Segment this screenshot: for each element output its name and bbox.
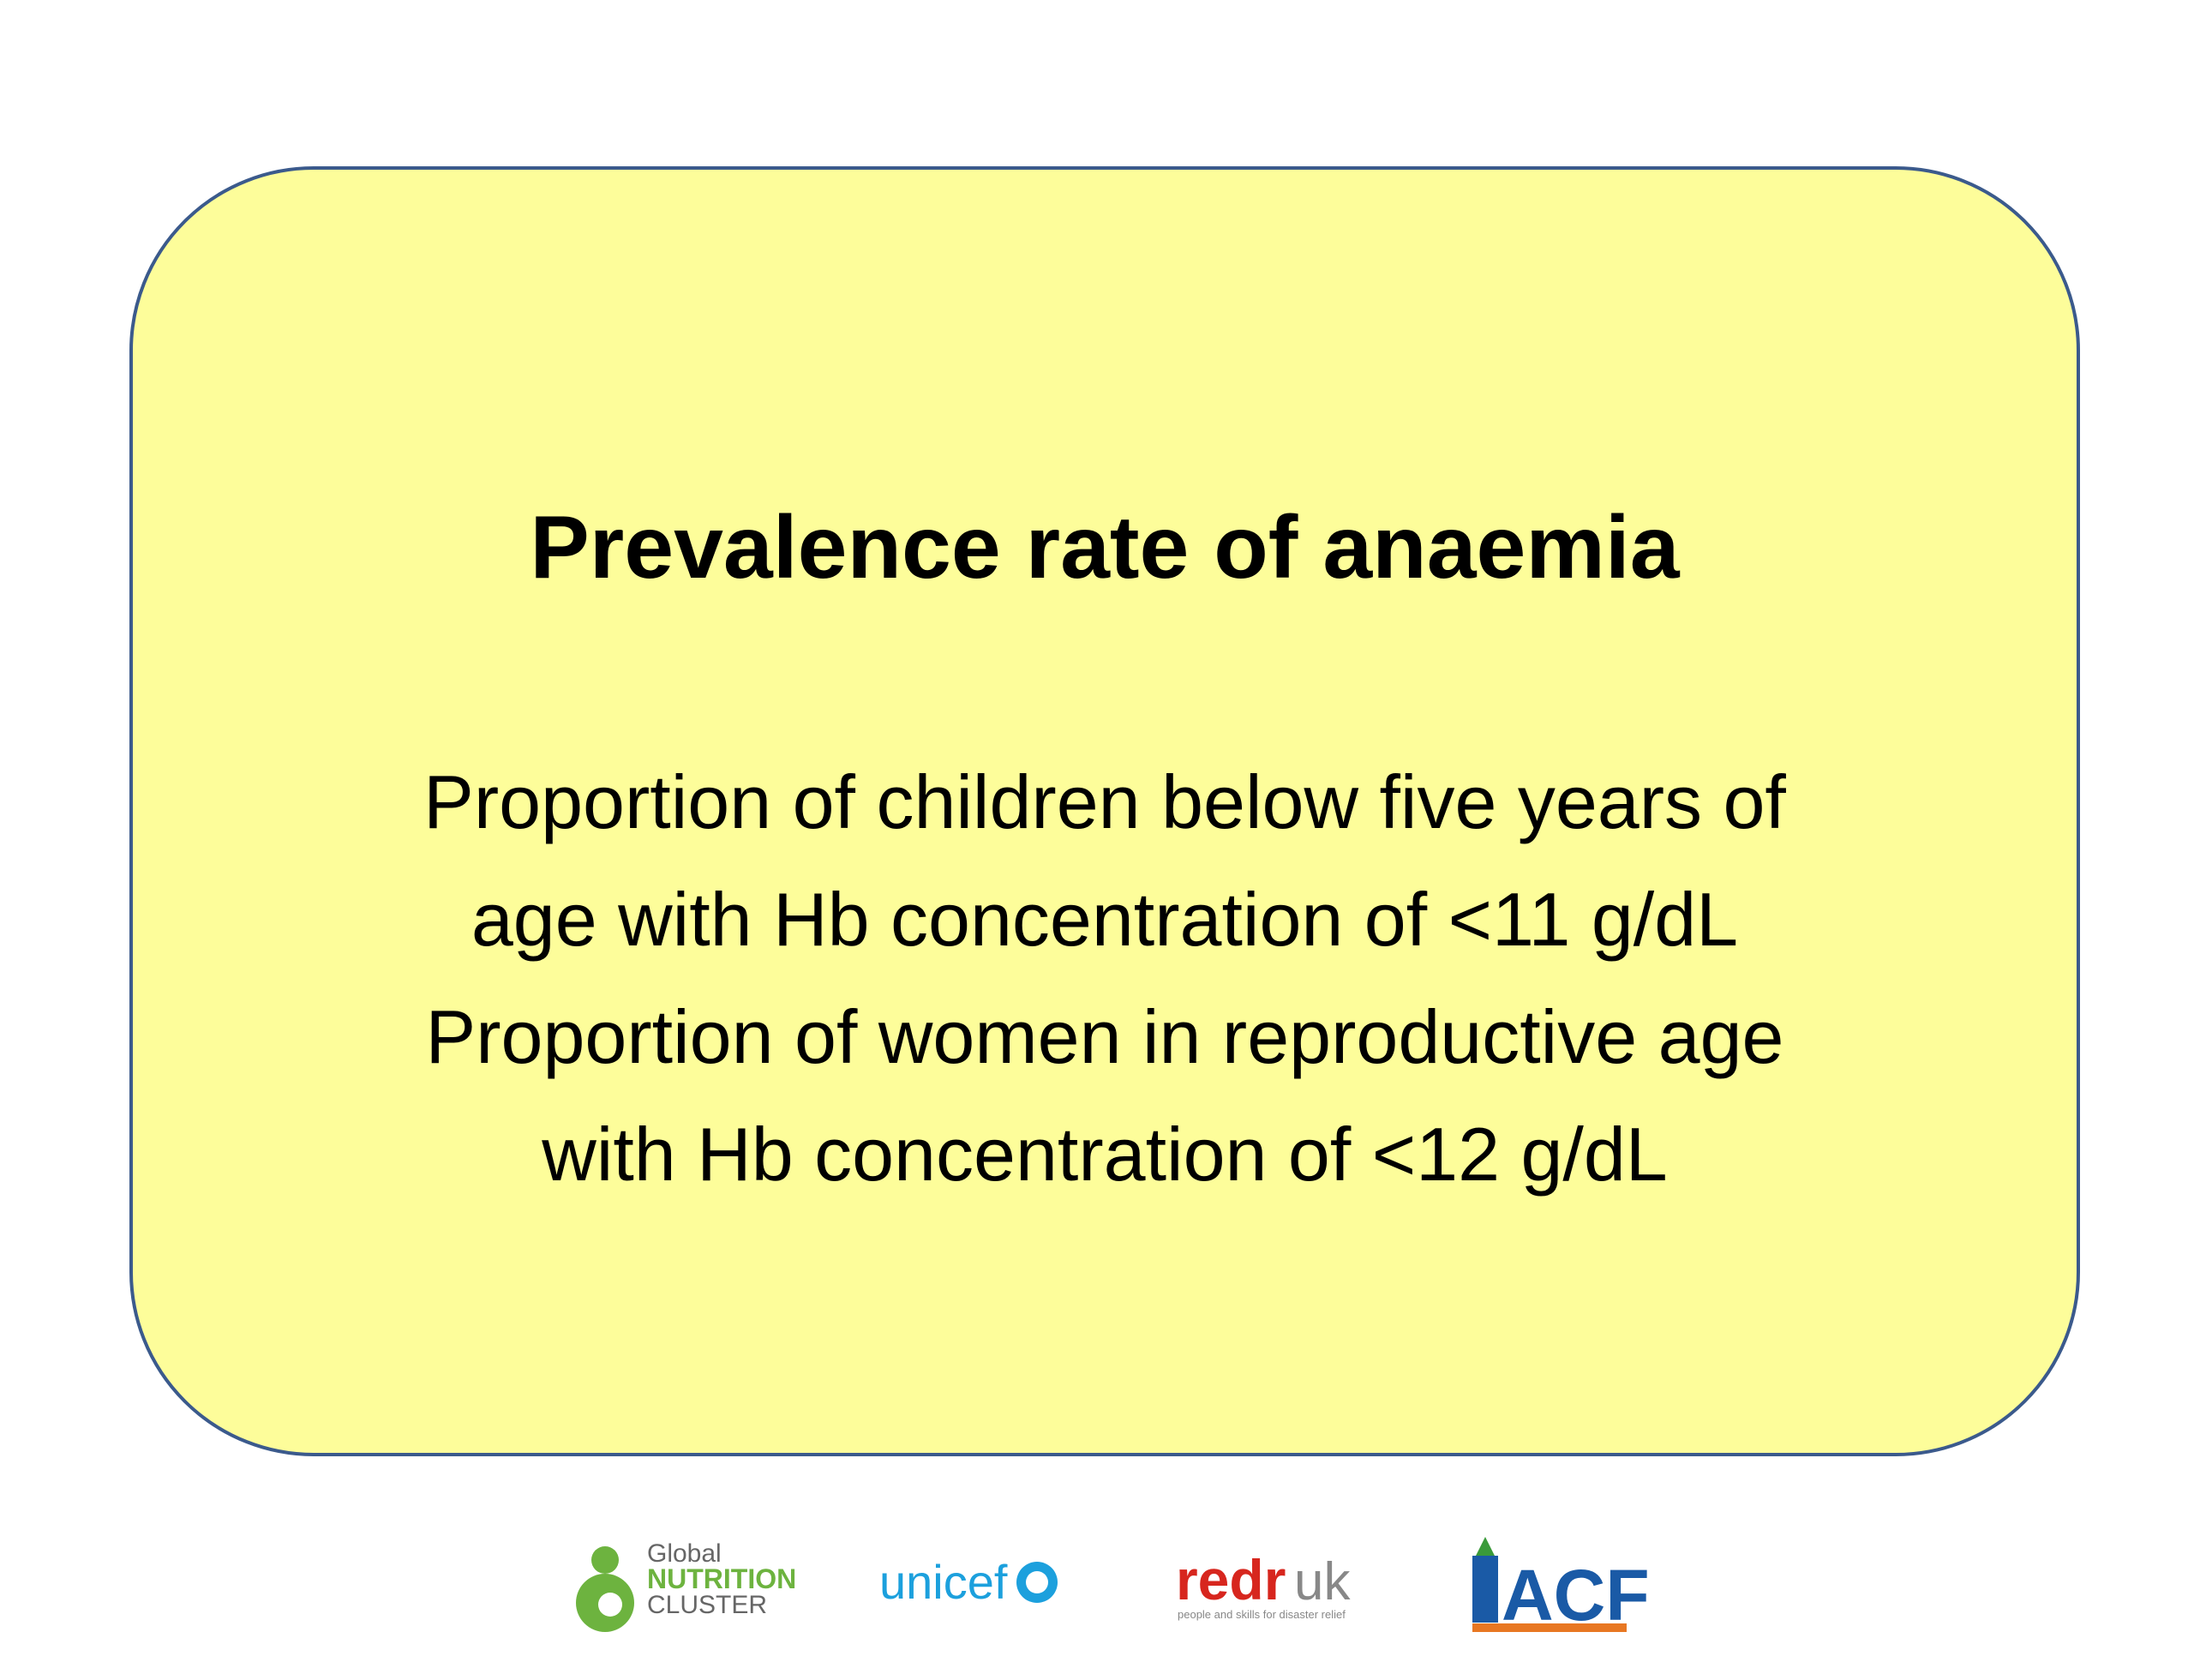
redr-logo: redr uk people and skills for disaster r… <box>1176 1548 1351 1621</box>
logo-tagline: people and skills for disaster relief <box>1178 1608 1346 1621</box>
body-line: age with Hb concentration of <11 g/dL <box>471 877 1739 962</box>
unicef-logo: unicef <box>879 1555 1058 1609</box>
content-box <box>129 166 2080 1456</box>
logo-text: Global <box>647 1539 722 1568</box>
body-line: Proportion of women in reproductive age <box>425 994 1784 1079</box>
logo-text: unicef <box>879 1555 1008 1609</box>
acf-logo: ACF <box>1472 1537 1650 1635</box>
body-line: Proportion of children below five years … <box>423 759 1786 844</box>
gnc-logo: Global NUTRITION CLUSTER <box>576 1539 796 1632</box>
slide-title: Prevalence rate of anaemia <box>530 498 1680 597</box>
logo-strip: Global NUTRITION CLUSTER unicef redr uk … <box>576 1537 1650 1635</box>
body-line: with Hb concentration of <12 g/dL <box>542 1112 1668 1197</box>
logo-text: CLUSTER <box>647 1591 767 1619</box>
logo-text: redr <box>1176 1548 1286 1611</box>
logo-text: ACF <box>1502 1555 1650 1635</box>
logo-text: uk <box>1294 1552 1351 1611</box>
logo-text: NUTRITION <box>647 1563 796 1594</box>
slide: Prevalence rate of anaemia Proportion of… <box>129 166 2080 1635</box>
